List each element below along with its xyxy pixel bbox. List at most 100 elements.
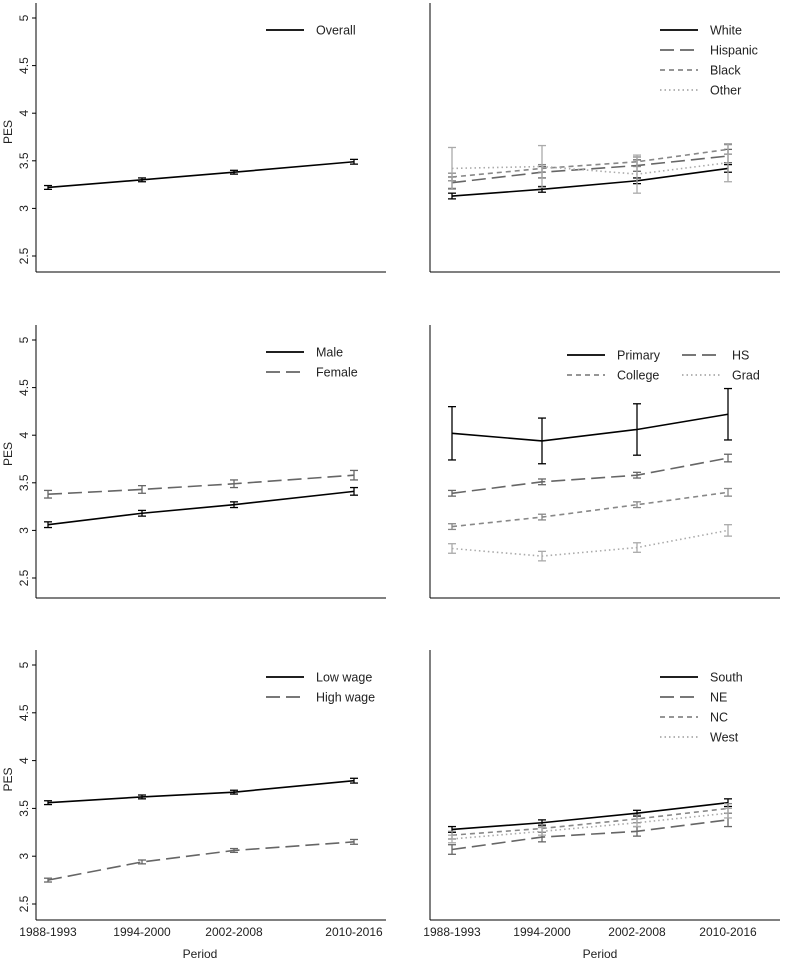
error-bar	[44, 521, 52, 529]
x-tick-label: 2002-2008	[608, 925, 666, 939]
error-bar	[724, 807, 732, 819]
error-bar	[538, 144, 546, 189]
error-bar	[138, 859, 146, 865]
y-tick-label: 5	[17, 661, 31, 668]
error-bar	[230, 847, 238, 854]
series-south	[448, 798, 732, 833]
error-bar	[350, 777, 358, 784]
series-line	[47, 779, 355, 804]
x-tick-label: 1988-1993	[423, 925, 481, 939]
series-line	[451, 155, 729, 184]
legend: Primary HS College Grad	[567, 349, 760, 383]
error-bar	[633, 154, 641, 194]
legend-label: South	[710, 671, 743, 685]
series-nc	[448, 802, 732, 840]
series-line	[451, 491, 729, 528]
error-bar	[230, 501, 238, 509]
error-bar	[350, 486, 358, 496]
series-high-wage	[44, 838, 358, 883]
series-line	[451, 529, 729, 557]
legend-label: Male	[316, 346, 343, 360]
y-tick-label: 3	[17, 853, 31, 860]
y-tick-label: 4	[17, 757, 31, 764]
chart-panel-1: 5 4.5 4 3.5 3 2.5 PES Overall	[1, 3, 386, 273]
error-bar	[448, 489, 456, 497]
y-tick-label: 5	[17, 14, 31, 21]
legend-label: Overall	[316, 24, 356, 38]
error-bar	[230, 169, 238, 175]
y-tick-label: 4.5	[17, 379, 31, 396]
y-axis-title: PES	[1, 120, 15, 144]
chart-panel-6: 1988-1993 1994-2000 2002-2008 2010-2016 Sout…	[423, 650, 780, 939]
y-tick-label: 3.5	[17, 152, 31, 169]
series-line	[47, 474, 355, 496]
y-tick-label: 4.5	[17, 704, 31, 721]
series-line	[451, 167, 729, 197]
x-tick-label: 1994-2000	[113, 925, 171, 939]
error-bar	[448, 834, 456, 844]
error-bar	[538, 826, 546, 836]
legend-label: White	[710, 24, 742, 38]
error-bar	[448, 543, 456, 554]
series-line	[451, 812, 729, 840]
chart-panel-3: 5 4.5 4 3.5 3 2.5 PES Male Female	[1, 325, 386, 599]
y-axis-title: PES	[1, 767, 15, 791]
legend: Low wage High wage	[266, 671, 375, 705]
series-line	[451, 819, 729, 851]
x-tick-label: 2010-2016	[699, 925, 757, 939]
error-bar	[538, 417, 546, 465]
error-bar	[350, 838, 358, 845]
legend-label: Grad	[732, 369, 760, 383]
series-black	[448, 143, 732, 182]
error-bar	[538, 550, 546, 562]
y-tick-label: 2.5	[17, 895, 31, 912]
y-tick-label: 3	[17, 205, 31, 212]
x-axis-label-left: Period	[183, 947, 218, 961]
x-axis-label-right: Period	[583, 947, 618, 961]
legend-label: Primary	[617, 349, 661, 363]
legend-label: College	[617, 369, 659, 383]
legend: Overall	[266, 24, 356, 38]
legend-label: Low wage	[316, 671, 372, 685]
legend-label: Black	[710, 64, 741, 78]
error-bar	[724, 143, 732, 183]
legend-label: Hispanic	[710, 44, 758, 58]
error-bar	[44, 184, 52, 191]
error-bar	[448, 523, 456, 531]
error-bar	[633, 818, 641, 828]
error-bar	[350, 469, 358, 481]
series-white	[448, 163, 732, 200]
error-bar	[448, 844, 456, 855]
error-bar	[448, 146, 456, 191]
series-primary	[448, 387, 732, 465]
series-low-wage	[44, 777, 358, 806]
series-line	[451, 148, 729, 178]
legend-label: West	[710, 731, 739, 745]
error-bar	[230, 479, 238, 489]
error-bar	[138, 485, 146, 494]
y-tick-label: 3	[17, 527, 31, 534]
x-tick-label: 2010-2016	[325, 925, 383, 939]
series-line	[451, 413, 729, 442]
legend-label: Other	[710, 84, 741, 98]
y-tick-label: 3.5	[17, 474, 31, 491]
legend: South NE NC West	[660, 671, 743, 745]
legend-label: NE	[710, 691, 727, 705]
error-bar	[538, 478, 546, 486]
series-line	[47, 841, 355, 881]
chart-panel-5: 5 4.5 4 3.5 3 2.5 PES 1988-1993 1994-2000 2002-20…	[1, 650, 386, 939]
error-bar	[633, 403, 641, 456]
y-tick-label: 5	[17, 336, 31, 343]
error-bar	[448, 405, 456, 461]
series-line	[451, 457, 729, 495]
y-tick-label: 4.5	[17, 57, 31, 74]
y-tick-label: 2.5	[17, 247, 31, 264]
x-tick-label: 1988-1993	[19, 925, 77, 939]
error-bar	[633, 501, 641, 509]
error-bar	[724, 487, 732, 497]
error-bar	[44, 877, 52, 883]
y-tick-label: 4	[17, 432, 31, 439]
error-bar	[724, 387, 732, 441]
error-bar	[633, 471, 641, 479]
